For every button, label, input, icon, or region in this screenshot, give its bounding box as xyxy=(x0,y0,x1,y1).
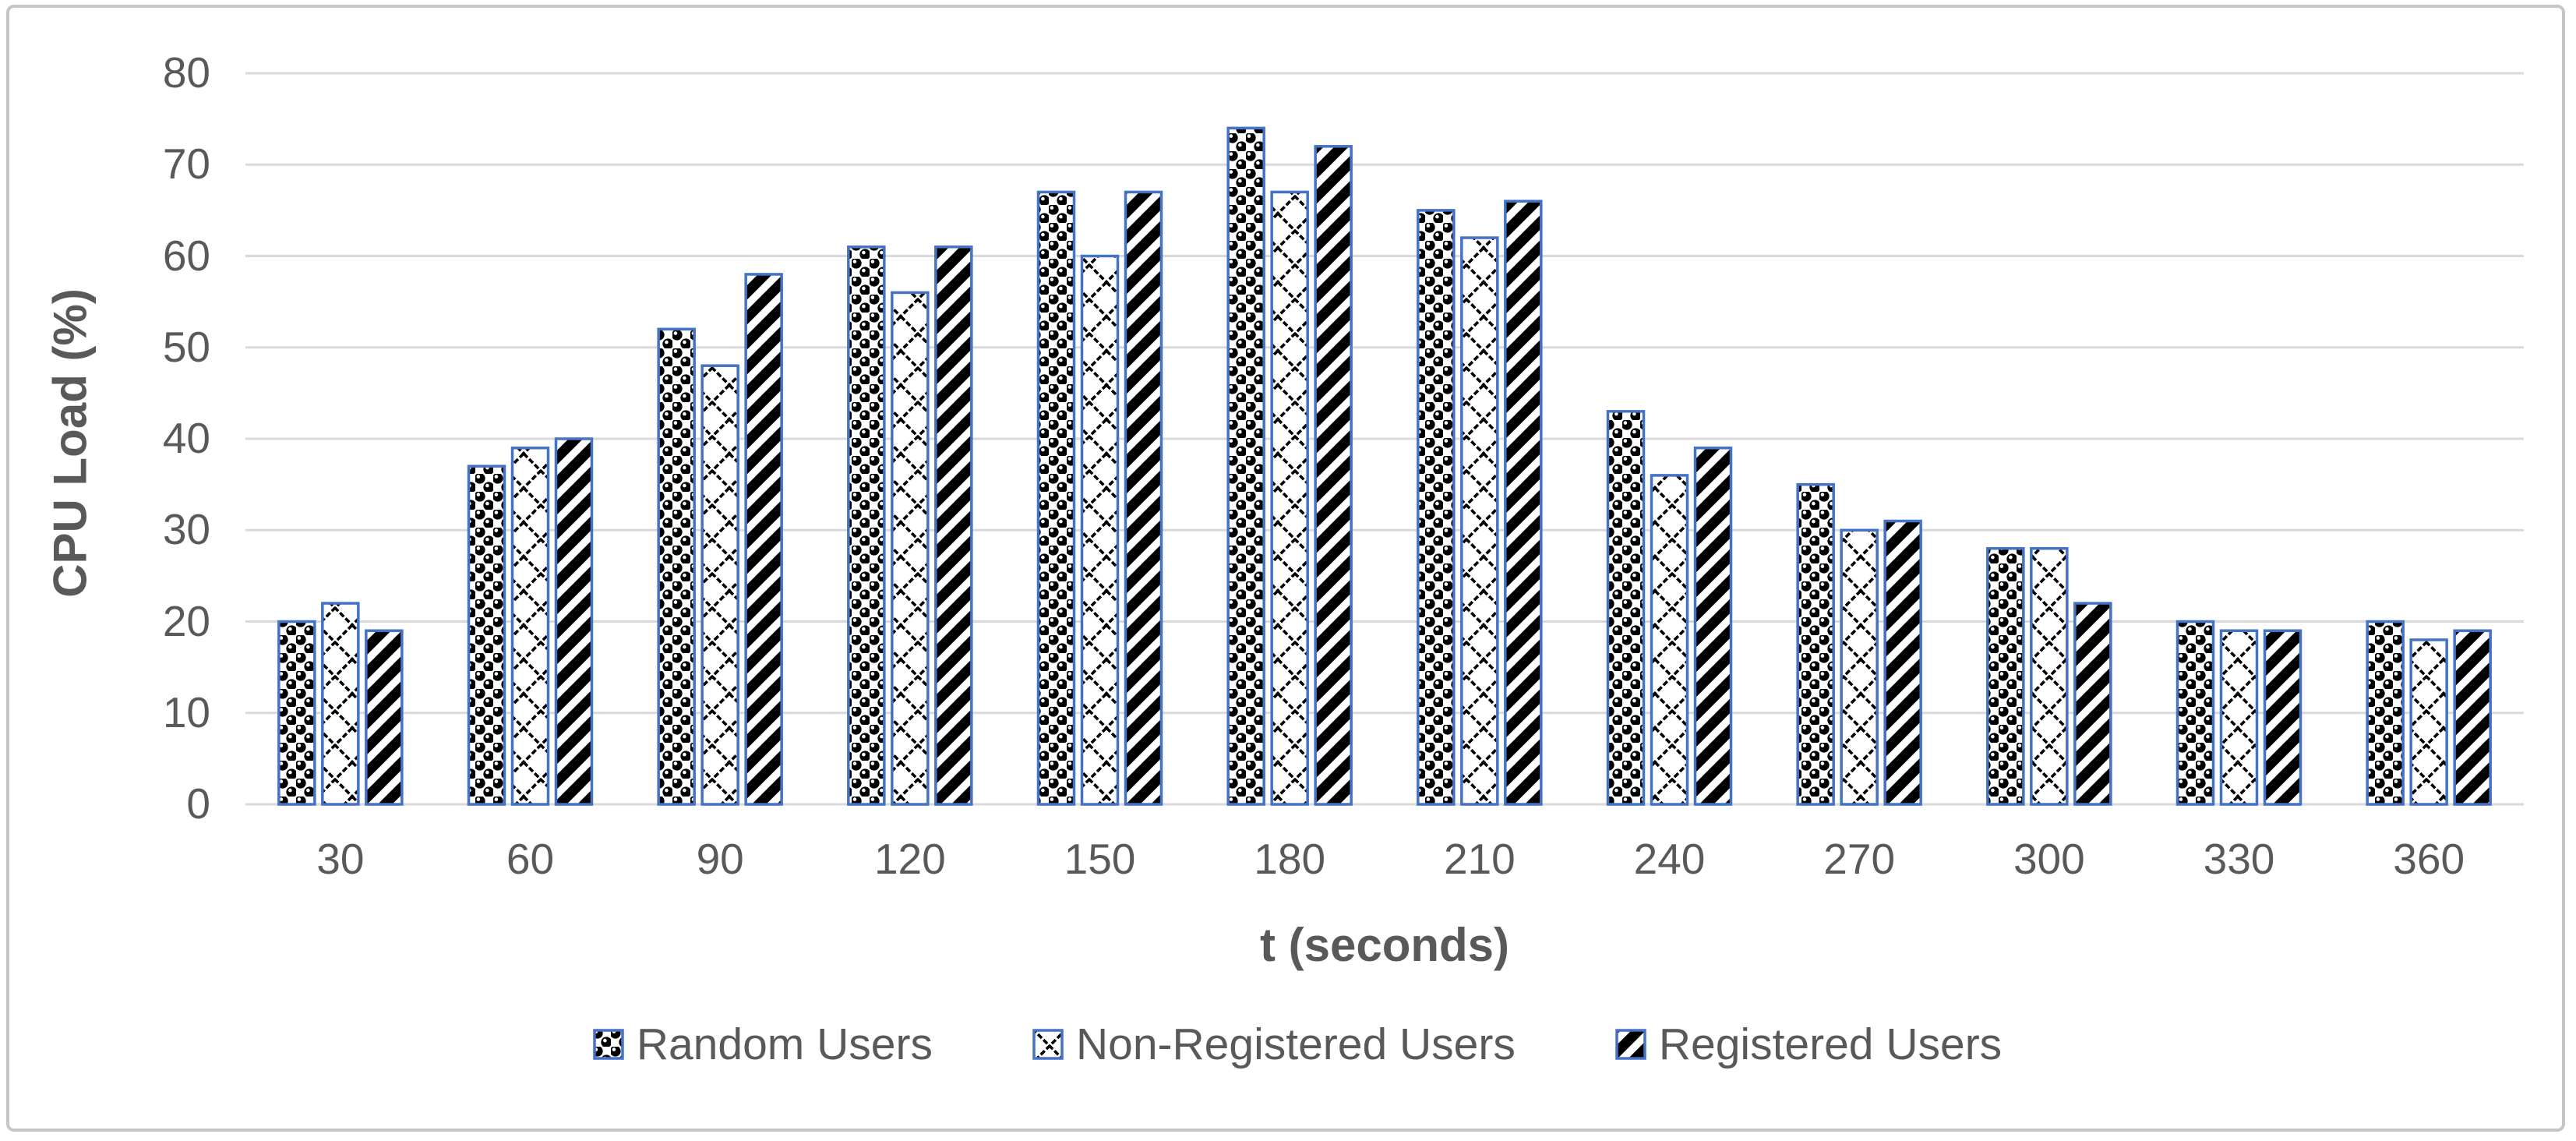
chart-figure: 0 10 20 30 40 50 60 70 80 30 60 90 120 150 180 210 240 2… xyxy=(6,5,2565,1132)
y-tick-label: 50 xyxy=(162,322,210,371)
bar-sphere-360 xyxy=(2366,620,2405,806)
bar-sphere-90 xyxy=(657,327,696,806)
bar-outlined-diamond-30 xyxy=(321,602,360,806)
x-tick-label: 210 xyxy=(1443,835,1516,883)
bar-wide-upward-diagonal-240 xyxy=(1693,446,1733,806)
bar-sphere-120 xyxy=(847,246,886,806)
bar-sphere-300 xyxy=(1986,546,2025,806)
legend-item-random-users: Random Users xyxy=(593,1021,933,1068)
bar-outlined-diamond-300 xyxy=(2030,546,2069,806)
bar-wide-upward-diagonal-360 xyxy=(2453,629,2492,806)
x-tick-label: 150 xyxy=(1064,835,1136,883)
x-axis-title: t (seconds) xyxy=(1259,919,1510,971)
bar-outlined-diamond-270 xyxy=(1840,528,1879,806)
bar-wide-upward-diagonal-90 xyxy=(744,273,783,806)
y-tick-label: 10 xyxy=(162,687,210,737)
bar-wide-upward-diagonal-180 xyxy=(1314,145,1353,806)
bar-sphere-60 xyxy=(467,465,506,806)
bar-wide-upward-diagonal-60 xyxy=(554,437,594,806)
x-tick-label: 180 xyxy=(1254,835,1326,883)
bar-wide-upward-diagonal-210 xyxy=(1504,200,1543,806)
bar-wide-upward-diagonal-330 xyxy=(2263,629,2303,806)
y-tick-label: 0 xyxy=(186,779,210,828)
bar-series-group xyxy=(277,126,2492,806)
bar-sphere-180 xyxy=(1226,126,1265,806)
bar-sphere-270 xyxy=(1796,482,1835,806)
bar-outlined-diamond-120 xyxy=(891,291,930,806)
x-tick-label: 240 xyxy=(1633,835,1706,883)
bar-outlined-diamond-60 xyxy=(510,446,550,806)
y-tick-label: 80 xyxy=(162,48,210,97)
bar-outlined-diamond-150 xyxy=(1080,254,1120,806)
y-tick-label: 70 xyxy=(162,140,210,189)
bar-outlined-diamond-210 xyxy=(1460,236,1499,806)
bar-outlined-diamond-240 xyxy=(1650,474,1689,806)
bar-sphere-240 xyxy=(1606,410,1646,806)
bar-wide-upward-diagonal-270 xyxy=(1883,519,1922,806)
bar-wide-upward-diagonal-150 xyxy=(1124,190,1163,806)
legend-label: Random Users xyxy=(636,1019,933,1069)
y-tick-label: 20 xyxy=(162,596,210,645)
gridlines xyxy=(245,72,2524,806)
legend-label: Non-Registered Users xyxy=(1075,1019,1516,1069)
bar-outlined-diamond-180 xyxy=(1270,190,1309,806)
legend-item-registered-users: Registered Users xyxy=(1615,1021,2002,1068)
legend-swatch-stripe-icon xyxy=(1615,1029,1646,1060)
x-tick-label: 360 xyxy=(2393,835,2465,883)
bar-wide-upward-diagonal-300 xyxy=(2073,602,2112,806)
x-tick-label: 270 xyxy=(1823,835,1896,883)
legend-swatch-diamond-icon xyxy=(1032,1029,1064,1060)
legend-label: Registered Users xyxy=(1658,1019,2003,1069)
y-tick-label: 60 xyxy=(162,231,210,280)
bar-sphere-210 xyxy=(1417,209,1456,806)
legend: Random Users Non-Registered Users Regist… xyxy=(9,1021,2562,1068)
x-tick-label: 330 xyxy=(2203,835,2275,883)
bar-wide-upward-diagonal-120 xyxy=(934,246,973,806)
bar-wide-upward-diagonal-30 xyxy=(365,629,404,806)
x-tick-label: 120 xyxy=(873,835,946,883)
x-tick-label: 90 xyxy=(696,835,744,883)
x-tick-label: 60 xyxy=(506,835,555,883)
legend-item-non-registered-users: Non-Registered Users xyxy=(1032,1021,1516,1068)
x-tick-label: 30 xyxy=(316,835,365,883)
bar-sphere-30 xyxy=(277,620,316,806)
y-axis-title: CPU Load (%) xyxy=(44,288,97,598)
y-tick-label: 30 xyxy=(162,505,210,554)
y-tick-label: 40 xyxy=(162,414,210,462)
bar-sphere-150 xyxy=(1036,190,1076,806)
bar-sphere-330 xyxy=(2175,620,2215,806)
x-tick-label: 300 xyxy=(2013,835,2085,883)
plot-area xyxy=(245,72,2524,806)
bar-outlined-diamond-360 xyxy=(2409,638,2448,806)
bar-outlined-diamond-90 xyxy=(700,364,739,806)
legend-swatch-sphere-icon xyxy=(593,1029,624,1060)
bar-outlined-diamond-330 xyxy=(2219,629,2259,806)
